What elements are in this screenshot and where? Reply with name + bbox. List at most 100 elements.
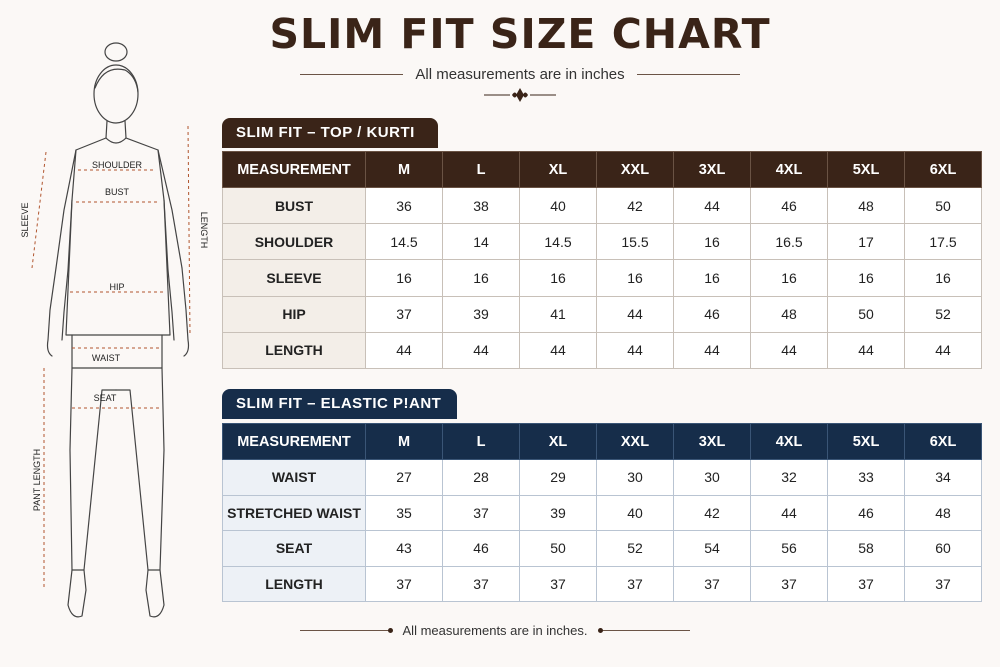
column-header-size: 6XL	[904, 423, 982, 460]
table-cell: 17	[827, 223, 905, 261]
column-header-size: M	[365, 423, 443, 460]
column-header-size: 3XL	[673, 423, 751, 460]
table-row: SLEEVE 16 16 16 16 16 16 16 16	[222, 259, 982, 297]
shoulder-label: SHOULDER	[92, 160, 143, 170]
subtitle-row: All measurements are in inches	[300, 64, 741, 84]
table-header-row: MEASUREMENT M L XL XXL 3XL 4XL 5XL 6XL	[222, 423, 982, 460]
table-cell: 16	[519, 259, 597, 297]
table-cell: 15.5	[596, 223, 674, 261]
table-cell: 36	[365, 186, 443, 225]
row-label: BUST	[222, 186, 366, 225]
table-cell: 37	[596, 565, 674, 602]
table-cell: 16	[827, 259, 905, 297]
table-cell: 33	[827, 459, 905, 496]
column-header-size: L	[442, 151, 520, 188]
divider	[300, 627, 393, 633]
top-section-title: SLIM FIT – TOP / KURTI	[222, 118, 438, 148]
top-size-table: MEASUREMENT M L XL XXL 3XL 4XL 5XL 6XL BUST 36 38 4…	[222, 151, 982, 369]
table-cell: 14.5	[519, 223, 597, 261]
table-cell: 52	[596, 530, 674, 567]
table-cell: 40	[519, 186, 597, 225]
table-cell: 48	[827, 186, 905, 225]
page-subtitle: All measurements are in inches	[415, 65, 625, 83]
table-cell: 37	[673, 565, 751, 602]
divider	[300, 73, 404, 75]
table-row: WAIST 27 28 29 30 30 32 33 34	[222, 459, 982, 496]
body-figure-illustration: SHOULDER BUST HIP WAIST SEAT SLEEVE LENG…	[20, 42, 209, 618]
table-cell: 29	[519, 459, 597, 496]
table-cell: 44	[365, 331, 443, 369]
row-label: SHOULDER	[222, 223, 366, 261]
table-cell: 30	[596, 459, 674, 496]
column-header-size: L	[442, 423, 520, 460]
column-header-measurement: MEASUREMENT	[222, 151, 366, 188]
table-cell: 32	[750, 459, 828, 496]
row-label: HIP	[222, 295, 366, 333]
pant-length-label: PANT LENGTH	[32, 449, 42, 511]
column-header-measurement: MEASUREMENT	[222, 423, 366, 460]
sleeve-label: SLEEVE	[20, 202, 30, 237]
table-cell: 58	[827, 530, 905, 567]
table-cell: 37	[442, 565, 520, 602]
table-cell: 30	[673, 459, 751, 496]
table-cell: 16	[673, 259, 751, 297]
table-cell: 34	[904, 459, 982, 496]
table-cell: 16	[673, 223, 751, 261]
table-cell: 28	[442, 459, 520, 496]
table-cell: 46	[827, 494, 905, 531]
column-header-size: 6XL	[904, 151, 982, 188]
table-cell: 50	[519, 530, 597, 567]
table-cell: 14.5	[365, 223, 443, 261]
waist-label: WAIST	[92, 353, 121, 363]
table-row: SHOULDER 14.5 14 14.5 15.5 16 16.5 17 17.5	[222, 223, 982, 261]
table-cell: 42	[596, 186, 674, 225]
table-cell: 37	[904, 565, 982, 602]
table-cell: 50	[904, 186, 982, 225]
table-cell: 44	[750, 331, 828, 369]
table-row: LENGTH 44 44 44 44 44 44 44 44	[222, 331, 982, 369]
table-cell: 46	[442, 530, 520, 567]
table-cell: 37	[750, 565, 828, 602]
page-title: SLIM FIT SIZE CHART	[269, 10, 771, 58]
table-cell: 44	[442, 331, 520, 369]
table-cell: 44	[519, 331, 597, 369]
column-header-size: 3XL	[673, 151, 751, 188]
row-label: SLEEVE	[222, 259, 366, 297]
column-header-size: 4XL	[750, 423, 828, 460]
table-cell: 52	[904, 295, 982, 333]
bust-label: BUST	[105, 187, 130, 197]
table-cell: 38	[442, 186, 520, 225]
table-cell: 35	[365, 494, 443, 531]
table-cell: 37	[365, 295, 443, 333]
table-cell: 50	[827, 295, 905, 333]
column-header-size: XL	[519, 151, 597, 188]
table-cell: 43	[365, 530, 443, 567]
table-header-row: MEASUREMENT M L XL XXL 3XL 4XL 5XL 6XL	[222, 151, 982, 188]
table-cell: 27	[365, 459, 443, 496]
row-label: WAIST	[222, 459, 366, 496]
table-cell: 37	[365, 565, 443, 602]
table-cell: 48	[750, 295, 828, 333]
table-cell: 46	[673, 295, 751, 333]
table-cell: 60	[904, 530, 982, 567]
table-cell: 41	[519, 295, 597, 333]
footer-row: All measurements are in inches.	[300, 620, 691, 640]
table-row: LENGTH 37 37 37 37 37 37 37 37	[222, 565, 982, 602]
table-cell: 37	[827, 565, 905, 602]
table-cell: 16	[904, 259, 982, 297]
table-cell: 37	[442, 494, 520, 531]
table-cell: 56	[750, 530, 828, 567]
table-cell: 46	[750, 186, 828, 225]
row-label: SEAT	[222, 530, 366, 567]
divider	[597, 627, 691, 633]
column-header-size: XXL	[596, 151, 674, 188]
table-cell: 16.5	[750, 223, 828, 261]
table-row: SEAT 43 46 50 52 54 56 58 60	[222, 530, 982, 567]
row-label: STRETCHED WAIST	[222, 494, 366, 531]
table-cell: 54	[673, 530, 751, 567]
table-cell: 44	[673, 186, 751, 225]
table-cell: 17.5	[904, 223, 982, 261]
column-header-size: 5XL	[827, 151, 905, 188]
table-cell: 44	[827, 331, 905, 369]
divider	[636, 73, 741, 75]
